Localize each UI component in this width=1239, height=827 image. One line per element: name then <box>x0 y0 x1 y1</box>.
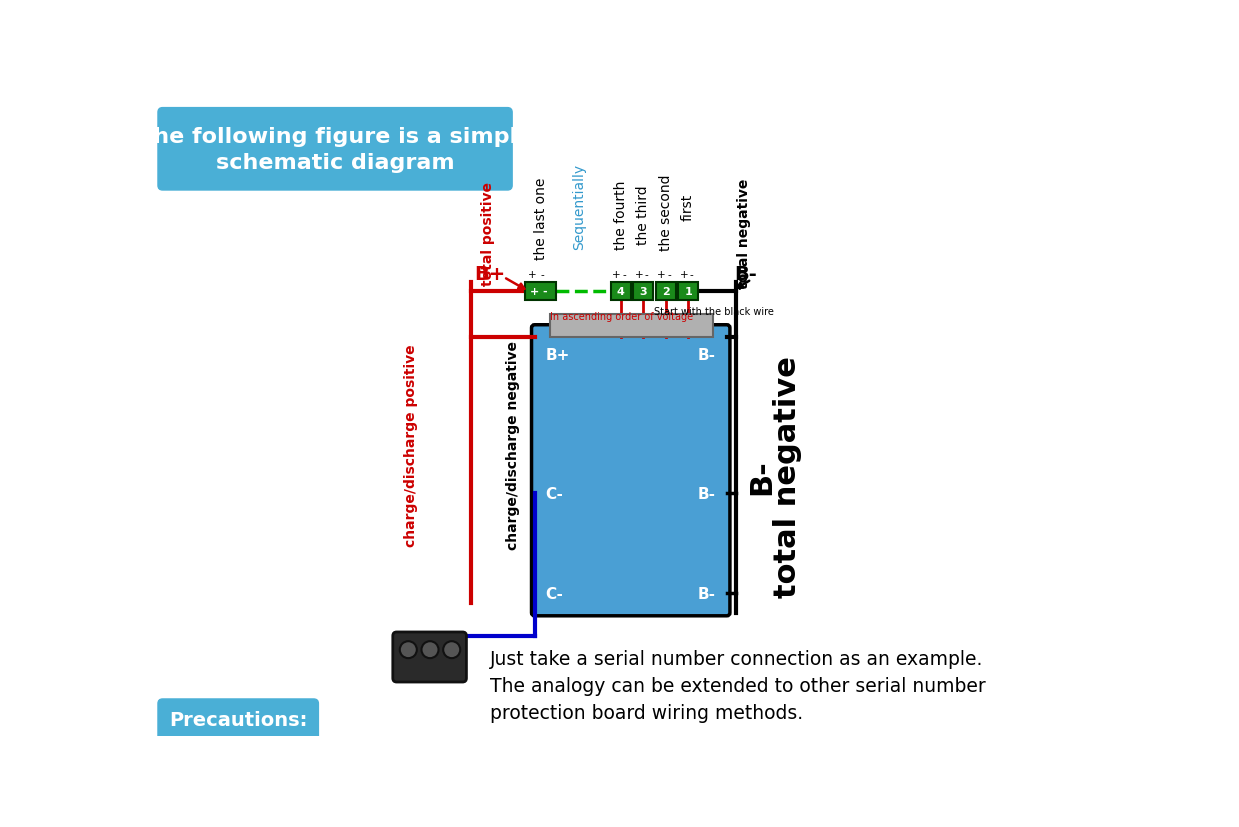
Text: total negative: total negative <box>737 179 751 289</box>
Circle shape <box>400 642 416 658</box>
Text: +: + <box>612 270 621 280</box>
Text: 2: 2 <box>662 286 669 297</box>
Bar <box>550 314 712 337</box>
Text: B-: B- <box>698 586 716 601</box>
Text: The following figure is a simple
schematic diagram: The following figure is a simple schemat… <box>138 127 533 172</box>
Text: C-: C- <box>545 586 564 601</box>
Text: 1: 1 <box>684 286 691 297</box>
FancyBboxPatch shape <box>159 108 512 191</box>
FancyBboxPatch shape <box>159 699 318 741</box>
Text: +: + <box>530 286 539 297</box>
Text: +: + <box>634 270 643 280</box>
Bar <box>611 282 631 301</box>
Text: the fourth: the fourth <box>613 180 628 249</box>
FancyBboxPatch shape <box>532 325 730 616</box>
Text: Start with the black wire: Start with the black wire <box>654 307 774 317</box>
FancyBboxPatch shape <box>393 632 466 682</box>
Text: the last one: the last one <box>534 177 548 260</box>
Text: total positive: total positive <box>481 182 496 286</box>
Text: Precautions:: Precautions: <box>169 710 307 729</box>
Text: 3: 3 <box>639 286 647 297</box>
Bar <box>655 282 675 301</box>
Text: B+: B+ <box>475 265 506 284</box>
Bar <box>525 282 556 301</box>
Text: charge/discharge negative: charge/discharge negative <box>506 341 520 550</box>
Text: B+: B+ <box>545 348 570 363</box>
Text: the second: the second <box>659 174 673 251</box>
Text: +: + <box>679 270 688 280</box>
Text: -: - <box>690 270 694 280</box>
Text: the third: the third <box>636 184 650 244</box>
Circle shape <box>421 642 439 658</box>
Text: In ascending order of voltage: In ascending order of voltage <box>550 312 694 322</box>
Text: first: first <box>681 194 695 221</box>
Text: Sequentially: Sequentially <box>572 164 586 250</box>
Text: C-: C- <box>545 486 564 501</box>
Text: B-: B- <box>733 265 757 284</box>
Text: Just take a serial number connection as an example.
The analogy can be extended : Just take a serial number connection as … <box>489 649 985 723</box>
Text: -: - <box>622 270 626 280</box>
Text: B-: B- <box>698 348 716 363</box>
Text: -: - <box>541 270 545 280</box>
Text: +: + <box>528 270 536 280</box>
Text: +: + <box>657 270 665 280</box>
Text: B-: B- <box>698 486 716 501</box>
Text: 4: 4 <box>617 286 624 297</box>
Bar <box>633 282 653 301</box>
Text: -: - <box>644 270 648 280</box>
Text: -: - <box>543 286 546 297</box>
Bar <box>678 282 698 301</box>
Circle shape <box>444 642 460 658</box>
Text: B-
total negative: B- total negative <box>747 356 802 597</box>
Text: -: - <box>667 270 670 280</box>
Text: charge/discharge positive: charge/discharge positive <box>404 344 418 547</box>
